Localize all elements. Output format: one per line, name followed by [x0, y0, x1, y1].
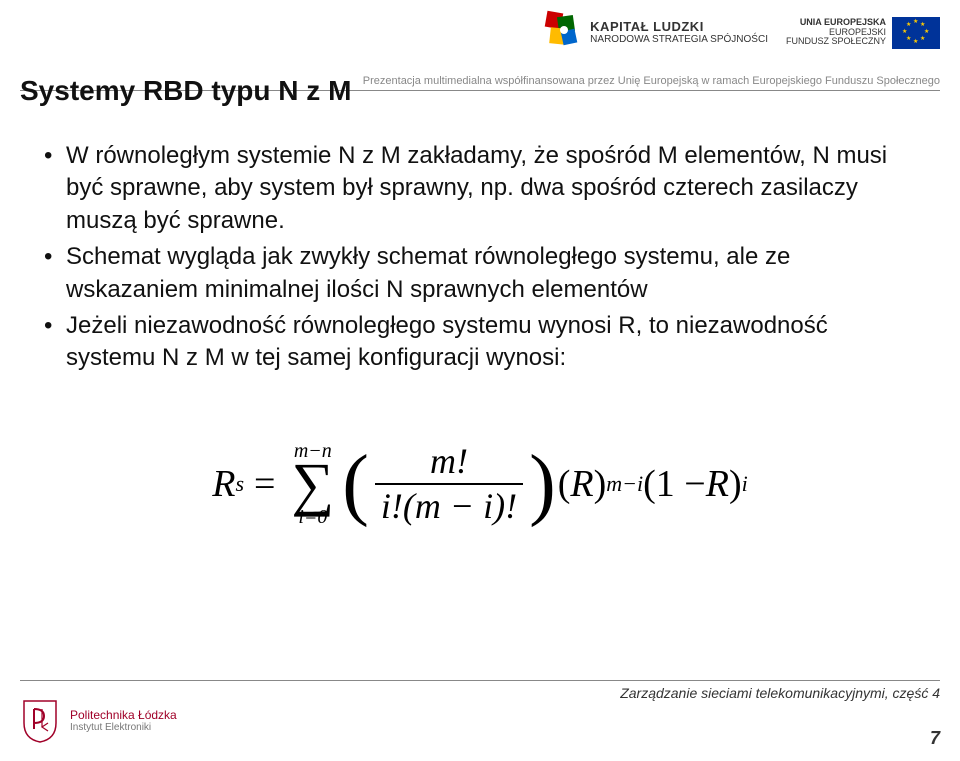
tail2-open: (1 − [643, 462, 706, 506]
funding-subtitle: Prezentacja multimedialna współfinansowa… [363, 75, 940, 87]
footer-left-text: Politechnika Łódzka Instytut Elektroniki [70, 708, 177, 734]
eu-stars-icon: ★ ★ ★ ★ ★ ★ ★ ★ [903, 20, 929, 46]
fraction: m! i!(m − i)! [375, 440, 523, 528]
footer-left: Politechnika Łódzka Instytut Elektroniki [20, 699, 177, 743]
eu-flag-icon: ★ ★ ★ ★ ★ ★ ★ ★ [892, 17, 940, 49]
kl-swirl-icon [544, 10, 584, 55]
open-paren-icon: ( [340, 452, 371, 516]
tail1-open: ( [558, 462, 571, 506]
kapital-ludzki-logo: KAPITAŁ LUDZKI NARODOWA STRATEGIA SPÓJNO… [544, 10, 768, 55]
tail1-R: R [570, 462, 593, 506]
department-name: Instytut Elektroniki [70, 722, 177, 734]
lhs-sub: s [235, 471, 244, 497]
bullet-list: W równoległym systemie N z M zakładamy, … [40, 140, 900, 379]
ue-logo-text: UNIA EUROPEJSKA EUROPEJSKI FUNDUSZ SPOŁE… [786, 18, 886, 48]
sigma-icon: m−n ∑ i=0 [291, 441, 334, 527]
university-name: Politechnika Łódzka [70, 708, 177, 722]
slide-title: Systemy RBD typu N z M [20, 75, 351, 107]
university-shield-icon [20, 699, 60, 743]
footer-right: Zarządzanie sieciami telekomunikacyjnymi… [620, 685, 940, 701]
sum-symbol: ∑ [291, 457, 334, 511]
bullet-item: Schemat wygląda jak zwykły schemat równo… [40, 241, 900, 306]
tail1-close: ) [594, 462, 607, 506]
kl-logo-text: KAPITAŁ LUDZKI NARODOWA STRATEGIA SPÓJNO… [590, 20, 768, 45]
equals: = [254, 462, 275, 506]
tail2-close: ) [729, 462, 742, 506]
tail1-exp: m−i [606, 471, 643, 497]
formula-block: Rs = m−n ∑ i=0 ( m! i!(m − i)! ) (R)m−i … [0, 440, 960, 528]
bullet-item: Jeżeli niezawodność równoległego systemu… [40, 310, 900, 375]
slide-page: KAPITAŁ LUDZKI NARODOWA STRATEGIA SPÓJNO… [0, 0, 960, 761]
sum-lower: i=0 [298, 507, 327, 527]
close-paren-icon: ) [527, 452, 558, 516]
ue-line3: FUNDUSZ SPOŁECZNY [786, 37, 886, 47]
tail2-exp: i [742, 471, 748, 497]
lhs-R: R [212, 462, 235, 506]
ue-logo: UNIA EUROPEJSKA EUROPEJSKI FUNDUSZ SPOŁE… [786, 17, 940, 49]
page-number: 7 [930, 728, 940, 749]
kl-title: KAPITAŁ LUDZKI [590, 20, 768, 34]
formula: Rs = m−n ∑ i=0 ( m! i!(m − i)! ) (R)m−i … [212, 440, 748, 528]
header-logos: KAPITAŁ LUDZKI NARODOWA STRATEGIA SPÓJNO… [544, 10, 940, 55]
frac-den: i!(m − i)! [375, 485, 523, 528]
bullet-item: W równoległym systemie N z M zakładamy, … [40, 140, 900, 237]
bottom-rule [20, 680, 940, 681]
frac-num: m! [424, 440, 474, 483]
kl-subtitle: NARODOWA STRATEGIA SPÓJNOŚCI [590, 34, 768, 45]
tail2-R: R [706, 462, 729, 506]
